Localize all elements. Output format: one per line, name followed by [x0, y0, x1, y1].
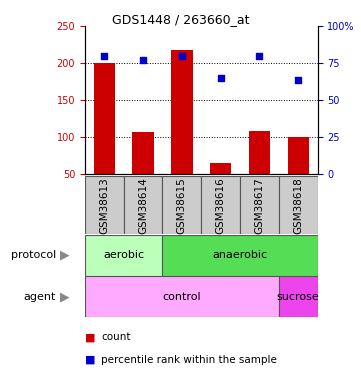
Text: GSM38616: GSM38616	[216, 177, 226, 234]
Text: GSM38615: GSM38615	[177, 177, 187, 234]
Bar	[93, 63, 115, 174]
FancyBboxPatch shape	[162, 235, 318, 276]
FancyBboxPatch shape	[123, 176, 162, 234]
Point	[140, 57, 146, 63]
Text: agent: agent	[23, 292, 56, 302]
FancyBboxPatch shape	[85, 176, 123, 234]
Text: ▶: ▶	[60, 249, 69, 262]
Point	[295, 76, 301, 82]
Point	[218, 75, 223, 81]
Text: ▶: ▶	[60, 290, 69, 303]
FancyBboxPatch shape	[162, 176, 201, 234]
Text: GSM38617: GSM38617	[255, 177, 265, 234]
Text: ■: ■	[85, 355, 95, 365]
FancyBboxPatch shape	[279, 276, 318, 317]
Bar	[171, 50, 192, 174]
FancyBboxPatch shape	[240, 176, 279, 234]
Bar	[210, 163, 231, 174]
Text: anaerobic: anaerobic	[213, 251, 268, 260]
FancyBboxPatch shape	[279, 176, 318, 234]
Text: aerobic: aerobic	[103, 251, 144, 260]
Bar	[132, 132, 154, 174]
Bar	[249, 131, 270, 174]
Text: GSM38614: GSM38614	[138, 177, 148, 234]
FancyBboxPatch shape	[201, 176, 240, 234]
Point	[257, 53, 262, 59]
Text: ■: ■	[85, 333, 95, 342]
FancyBboxPatch shape	[85, 235, 162, 276]
FancyBboxPatch shape	[85, 276, 279, 317]
Text: protocol: protocol	[11, 251, 56, 260]
Text: count: count	[101, 333, 131, 342]
Text: sucrose: sucrose	[277, 292, 319, 302]
Text: control: control	[162, 292, 201, 302]
Text: percentile rank within the sample: percentile rank within the sample	[101, 355, 277, 365]
Text: GSM38613: GSM38613	[99, 177, 109, 234]
Text: GSM38618: GSM38618	[293, 177, 303, 234]
Point	[179, 53, 185, 59]
Bar	[288, 136, 309, 174]
Point	[101, 53, 107, 59]
Text: GDS1448 / 263660_at: GDS1448 / 263660_at	[112, 13, 249, 26]
